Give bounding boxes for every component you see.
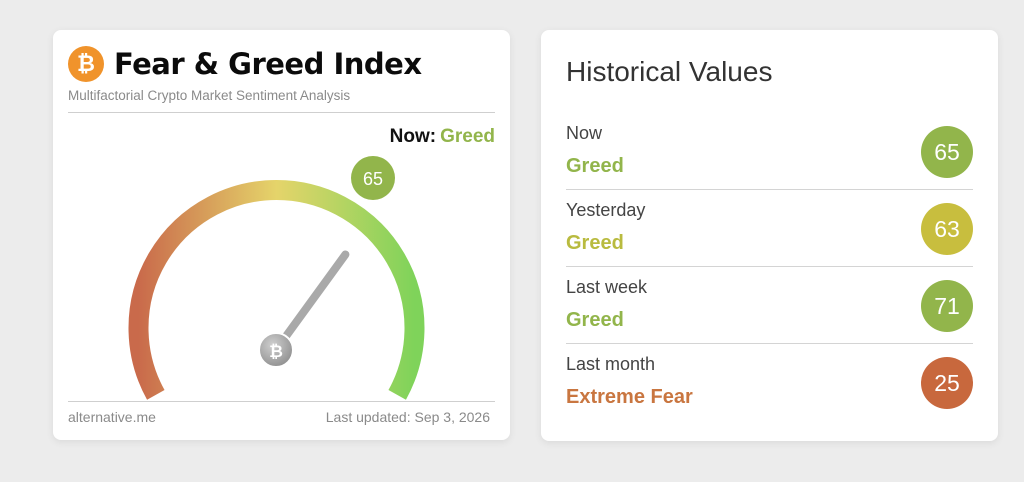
sentiment-gauge: ₿ 65 [128,156,425,400]
history-classification: Greed [566,155,624,177]
history-period: Last month [566,354,656,374]
history-value-badge: 71 [921,280,973,332]
now-label: Now: [389,126,437,147]
now-indicator: Now: Greed [390,126,495,148]
row-divider [566,189,973,190]
card-title: Fear & Greed Index [114,47,422,81]
gauge-hub [258,332,294,368]
bitcoin-logo-icon: ₿ [68,46,104,82]
footer-divider [68,401,495,402]
bitcoin-hub-icon: ₿ [269,342,283,362]
card-footer: alternative.me Last updated: Sep 3, 2026 [68,409,490,425]
history-row-now: Now Greed 65 [566,113,973,190]
history-value-badge: 65 [921,126,973,178]
gauge-arc [128,180,425,400]
history-row-yesterday: Yesterday Greed 63 [566,190,973,267]
history-value-badge: 63 [921,203,973,255]
header-divider [68,112,495,113]
history-period: Yesterday [566,200,646,220]
history-period: Now [566,123,603,143]
last-updated: Last updated: Sep 3, 2026 [325,409,490,425]
history-classification: Greed [566,232,624,254]
source-link[interactable]: alternative.me [68,409,156,425]
card-header: ₿ Fear & Greed Index [68,46,422,82]
history-classification: Greed [566,309,624,331]
gauge-needle [272,250,350,354]
fear-greed-card: ₿ Fear & Greed Index Multifactorial Cryp… [53,30,510,440]
gauge-value-text: 65 [363,169,383,189]
history-row-last-month: Last month Extreme Fear 25 [566,344,973,421]
history-row-last-week: Last week Greed 71 [566,267,973,344]
row-divider [566,266,973,267]
card-subtitle: Multifactorial Crypto Market Sentiment A… [68,88,351,103]
gauge-value-badge [351,156,395,200]
history-value-badge: 25 [921,357,973,409]
historical-title: Historical Values [566,56,773,87]
history-classification: Extreme Fear [566,386,693,408]
historical-values-card: Historical Values Now Greed 65 Yesterday… [541,30,998,441]
now-value: Greed [440,126,495,147]
row-divider [566,343,973,344]
history-period: Last week [566,277,648,297]
